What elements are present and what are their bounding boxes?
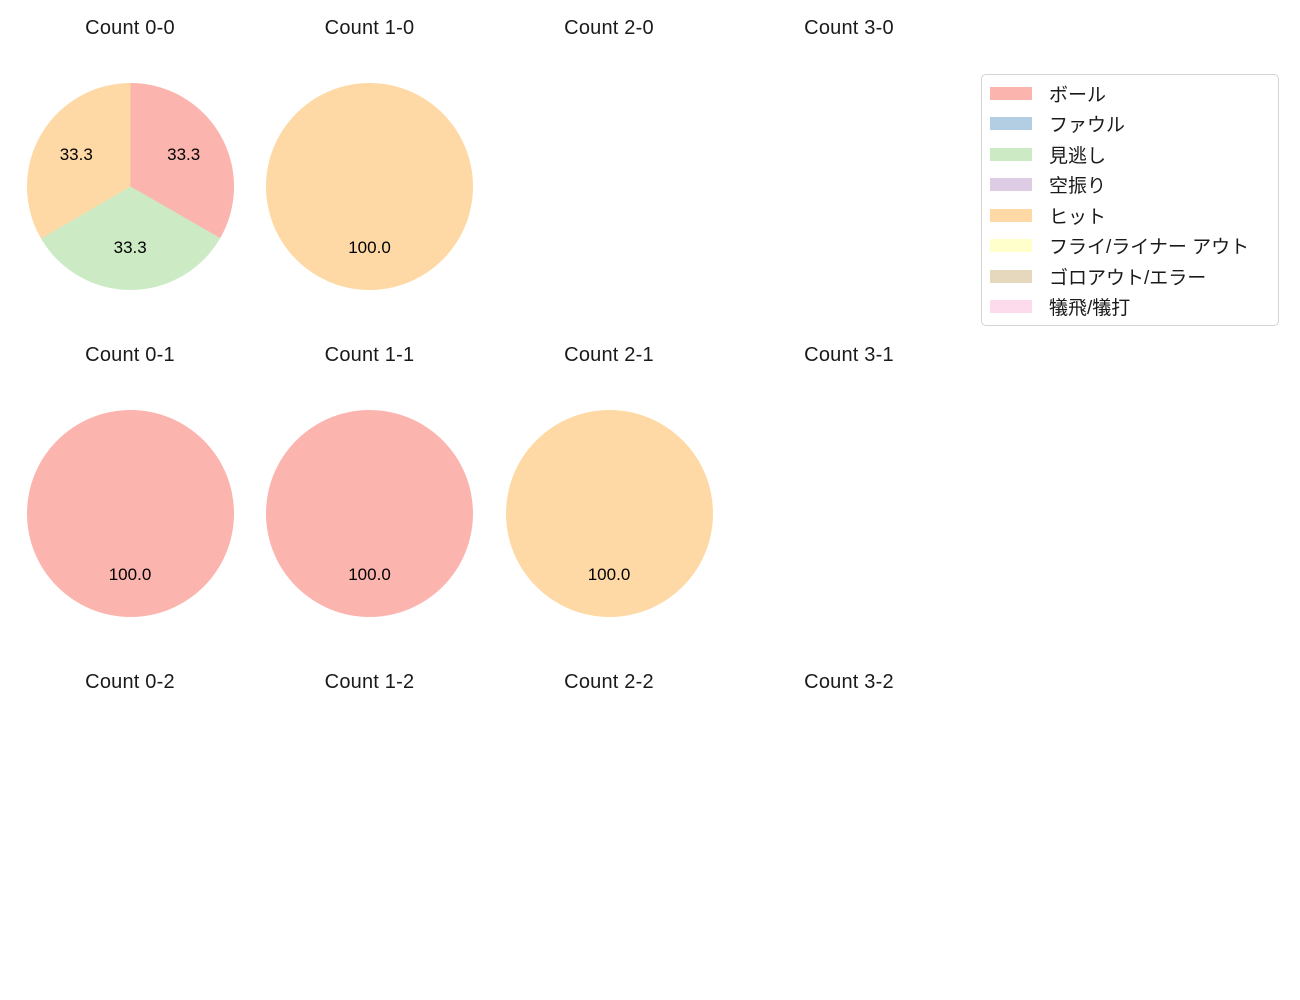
- legend-label: 犠飛/犠打: [1049, 298, 1131, 320]
- chart-cell-count-1-0: Count 1-0 100.0: [250, 0, 490, 327]
- chart-title: Count 2-1: [564, 344, 654, 366]
- chart-cell-count-3-1: Count 3-1: [729, 327, 969, 654]
- legend-label: 見逃し: [1049, 145, 1107, 167]
- legend-item: ファウル: [982, 109, 1278, 140]
- pie-count-1-0: [266, 82, 473, 290]
- slice-percent-label: 100.0: [348, 238, 391, 257]
- chart-title: Count 1-1: [324, 344, 415, 366]
- legend-swatch-icon: [990, 300, 1032, 314]
- slice-percent-label: 33.3: [167, 144, 201, 164]
- pie-count-0-0: [26, 82, 234, 290]
- legend-swatch-icon: [990, 269, 1032, 283]
- slice-percent-label: 100.0: [587, 565, 631, 584]
- chart-title: Count 3-2: [804, 671, 894, 693]
- pie-count-2-1: [505, 409, 713, 617]
- legend-swatch-icon: [990, 86, 1032, 100]
- pie-count-0-1: [26, 409, 234, 617]
- legend-label: ボール: [1049, 84, 1107, 106]
- chart-cell-count-0-1: Count 0-1 100.0: [10, 327, 250, 654]
- chart-cell-count-0-2: Count 0-2: [10, 654, 250, 981]
- legend-item: ゴロアウト/エラー: [982, 261, 1278, 292]
- legend-swatch-icon: [990, 147, 1032, 161]
- slice-percent-label: 33.3: [113, 237, 147, 257]
- slice-percent-label: 100.0: [108, 565, 152, 584]
- pie-count-1-1: [266, 409, 473, 617]
- legend-item: 見逃し: [982, 139, 1278, 170]
- legend-label: フライ/ライナー アウト: [1049, 237, 1250, 259]
- legend-swatch-icon: [990, 117, 1032, 131]
- legend-label: 空振り: [1049, 176, 1107, 198]
- chart-cell-count-3-2: Count 3-2: [729, 654, 969, 981]
- slice-percent-label: 33.3: [59, 145, 93, 165]
- legend-swatch-icon: [990, 178, 1032, 192]
- chart-title: Count 1-2: [324, 671, 415, 693]
- chart-title: Count 0-2: [85, 671, 175, 693]
- chart-title: Count 0-0: [85, 17, 175, 39]
- legend-item: フライ/ライナー アウト: [982, 231, 1278, 262]
- chart-title: Count 2-2: [564, 671, 654, 693]
- legend-item: 犠飛/犠打: [982, 292, 1278, 323]
- legend: ボールファウル見逃し空振りヒットフライ/ライナー アウト ゴロアウト/エラー 犠飛/…: [981, 74, 1279, 326]
- legend-item: 空振り: [982, 170, 1278, 201]
- chart-title: Count 3-0: [804, 17, 894, 39]
- legend-label: ヒット: [1049, 206, 1107, 228]
- chart-cell-count-3-0: Count 3-0: [729, 0, 969, 327]
- chart-title: Count 1-0: [324, 17, 415, 39]
- chart-cell-count-2-1: Count 2-1 100.0: [489, 327, 729, 654]
- legend-item: ボール: [982, 78, 1278, 109]
- legend-swatch-icon: [990, 239, 1032, 253]
- chart-cell-count-1-2: Count 1-2: [250, 654, 490, 981]
- legend-label: ゴロアウト/エラー: [1049, 267, 1207, 289]
- chart-title: Count 2-0: [564, 17, 654, 39]
- slice-percent-label: 100.0: [348, 565, 391, 584]
- chart-cell-count-2-2: Count 2-2: [489, 654, 729, 981]
- chart-cell-count-0-0: Count 0-0 33.3 33.3 33.3: [10, 0, 250, 327]
- legend-item: ヒット: [982, 200, 1278, 231]
- legend-swatch-icon: [990, 208, 1032, 222]
- chart-cell-count-1-1: Count 1-1 100.0: [250, 327, 490, 654]
- legend-label: ファウル: [1049, 115, 1126, 137]
- chart-title: Count 0-1: [85, 344, 175, 366]
- chart-title: Count 3-1: [804, 344, 894, 366]
- chart-cell-count-2-0: Count 2-0: [489, 0, 729, 327]
